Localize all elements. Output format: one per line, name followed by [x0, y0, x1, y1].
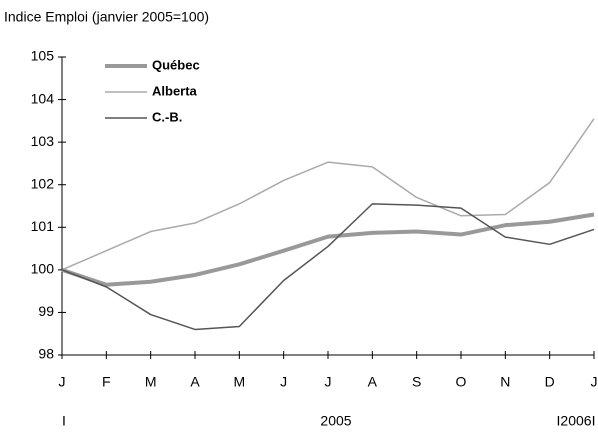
y-tick-label: 105 — [31, 48, 55, 64]
x-tick-label: A — [368, 374, 378, 390]
legend-label: C.-B. — [152, 109, 182, 124]
x-tick-label: M — [233, 374, 245, 390]
legend-label: Alberta — [152, 83, 198, 98]
x-tick-label: J — [59, 374, 66, 390]
x-tick-label: F — [102, 374, 111, 390]
legend-label: Québec — [152, 57, 200, 72]
line-series — [61, 212, 595, 287]
line-series — [61, 203, 595, 331]
y-tick-label: 98 — [38, 346, 54, 362]
y-tick-label: 104 — [31, 90, 55, 106]
line-series — [61, 118, 595, 271]
chart-title: Indice Emploi (janvier 2005=100) — [4, 9, 209, 25]
x-group-label: I — [62, 413, 66, 429]
x-tick-label: D — [545, 374, 555, 390]
x-group-label: I2006I — [557, 413, 596, 429]
x-tick-label: O — [456, 374, 467, 390]
x-tick-label: S — [412, 374, 421, 390]
x-group-label: 2005 — [320, 413, 351, 429]
y-tick-label: 100 — [31, 261, 55, 277]
y-tick-label: 101 — [31, 218, 55, 234]
x-tick-label: J — [325, 374, 332, 390]
x-tick-label: J — [280, 374, 287, 390]
x-tick-label: A — [190, 374, 200, 390]
x-tick-label: M — [145, 374, 157, 390]
x-tick-label: J — [591, 374, 598, 390]
y-tick-label: 102 — [31, 175, 55, 191]
y-tick-label: 99 — [38, 303, 54, 319]
y-tick-label: 103 — [31, 133, 55, 149]
x-tick-label: N — [500, 374, 510, 390]
